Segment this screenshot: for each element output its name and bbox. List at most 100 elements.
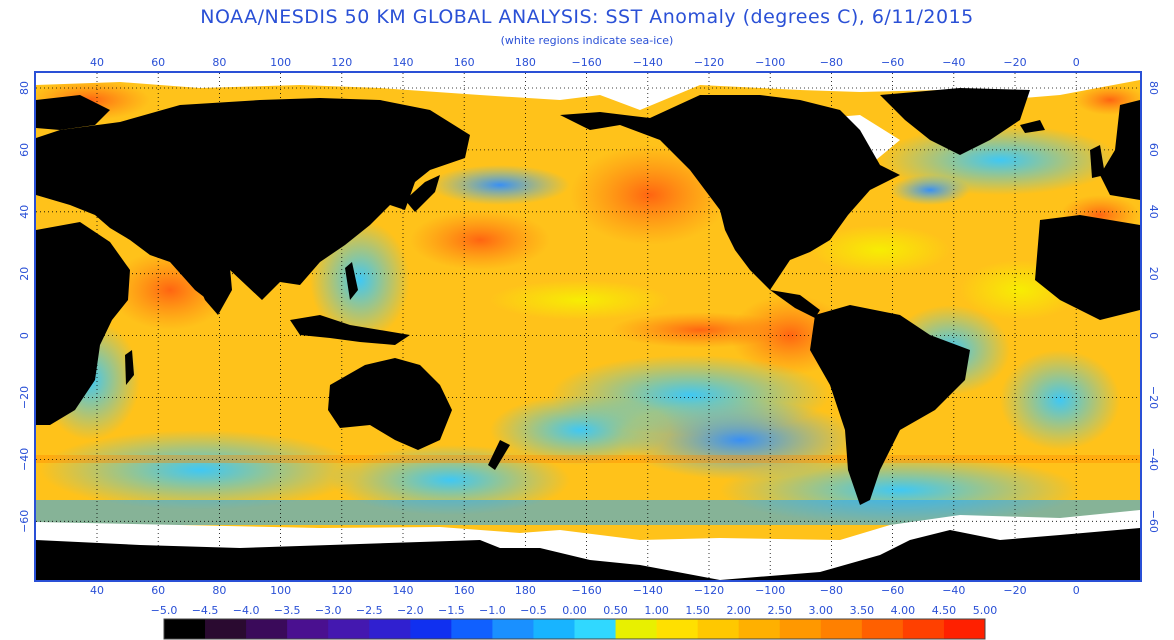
lat-label-right: −40 (1147, 448, 1160, 471)
lon-label-top: 0 (1073, 56, 1080, 69)
south-america-land (810, 305, 970, 505)
longitude-labels-top: 40 60 80 100 120 140 160 180 −160 −140 −120 −100 −80… (90, 56, 1080, 69)
lon-label-top: −120 (694, 56, 724, 69)
colorbar-tick-label: 0.00 (562, 604, 587, 617)
lon-label-top: −40 (942, 56, 965, 69)
lon-label-top: 160 (454, 56, 475, 69)
lat-label-right: 20 (1147, 267, 1160, 281)
lon-label-top: −160 (571, 56, 601, 69)
lon-label-bottom: −100 (755, 584, 785, 597)
madagascar-land (125, 350, 134, 385)
lon-label-bottom: 0 (1073, 584, 1080, 597)
colorbar-swatch (410, 619, 452, 639)
eurasia-land (36, 98, 470, 300)
lon-label-top: −100 (755, 56, 785, 69)
colorbar-swatch (615, 619, 658, 639)
lon-label-bottom: 60 (151, 584, 165, 597)
colorbar-tick-label: 2.50 (768, 604, 793, 617)
colorbar-swatch (574, 619, 617, 639)
graticule (36, 73, 1140, 580)
japan-land (405, 175, 440, 212)
lat-label-right: 60 (1147, 143, 1160, 157)
india-land (190, 265, 232, 315)
arctic-sea-ice (36, 73, 1140, 110)
uk-land (1090, 145, 1105, 178)
map-frame (34, 71, 1142, 582)
africa-land (36, 222, 130, 425)
colorbar-tick-label: 2.00 (726, 604, 751, 617)
colorbar-swatch (779, 619, 822, 639)
lon-label-top: 80 (212, 56, 226, 69)
lon-label-bottom: −80 (820, 584, 843, 597)
colorbar-tick-label: 0.50 (603, 604, 628, 617)
colorbar-swatch (205, 619, 247, 639)
lon-label-bottom: −20 (1003, 584, 1026, 597)
colorbar-border (163, 618, 986, 640)
greenland-land (880, 88, 1030, 155)
colorbar-tick-label: 4.00 (891, 604, 916, 617)
colorbar-swatch (328, 619, 370, 639)
lon-label-bottom: 140 (393, 584, 414, 597)
latitude-labels-left: 80 60 40 20 0 −20 −40 −60 (18, 81, 31, 533)
lat-label-left: 20 (18, 267, 31, 281)
lat-label-left: −60 (18, 510, 31, 533)
lon-label-top: 40 (90, 56, 104, 69)
landmasses (36, 88, 1140, 505)
lat-label-left: −40 (18, 448, 31, 471)
lon-label-bottom: −40 (942, 584, 965, 597)
colorbar-swatch (697, 619, 740, 639)
colorbar-tick-label: −1.0 (479, 604, 506, 617)
colorbar-swatch (164, 619, 206, 639)
colorbar-swatch (902, 619, 945, 639)
colorbar-swatch (492, 619, 534, 639)
lon-label-top: −20 (1003, 56, 1026, 69)
lon-label-bottom: 160 (454, 584, 475, 597)
colorbar-tick-label: 5.00 (973, 604, 998, 617)
colorbar-swatch (943, 619, 986, 639)
map-subtitle: (white regions indicate sea-ice) (500, 34, 674, 47)
antarctica-land (36, 528, 1140, 580)
colorbar-labels: −5.0 −4.5 −4.0 −3.5 −3.0 −2.5 −2.0 −1.5 −1.0 −0.5… (151, 604, 998, 617)
central-america-land (770, 290, 820, 318)
colorbar-tick-label: 4.50 (932, 604, 957, 617)
new-zealand-land (488, 440, 510, 470)
colorbar-tick-label: −1.5 (438, 604, 465, 617)
colorbar-tick-label: −3.5 (274, 604, 301, 617)
lon-label-top: −80 (820, 56, 843, 69)
lon-label-bottom: 100 (270, 584, 291, 597)
lat-label-right: −60 (1147, 510, 1160, 533)
lon-label-bottom: −160 (571, 584, 601, 597)
colorbar-tick-label: −2.0 (397, 604, 424, 617)
australia-land (328, 358, 452, 450)
colorbar-tick-label: 3.00 (809, 604, 834, 617)
lat-label-right: −20 (1147, 386, 1160, 409)
colorbar-swatch (246, 619, 288, 639)
colorbar-tick-label: 1.00 (644, 604, 669, 617)
scandinavia-land (36, 95, 110, 130)
colorbar-tick-label: 3.50 (850, 604, 875, 617)
colorbar (163, 618, 986, 640)
north-america-land (560, 95, 900, 290)
colorbar-tick-label: −3.0 (315, 604, 342, 617)
lon-label-top: 140 (393, 56, 414, 69)
map-title: NOAA/NESDIS 50 KM GLOBAL ANALYSIS: SST A… (200, 6, 974, 28)
lon-label-top: 100 (270, 56, 291, 69)
lon-label-top: −140 (633, 56, 663, 69)
map-area (36, 73, 1140, 580)
colorbar-swatch (533, 619, 575, 639)
iceland-land (1020, 120, 1045, 133)
colorbar-swatch (369, 619, 411, 639)
lon-label-top: 60 (151, 56, 165, 69)
lat-label-right: 0 (1147, 332, 1160, 339)
lat-label-left: −20 (18, 386, 31, 409)
lat-label-left: 80 (18, 81, 31, 95)
lon-label-bottom: 180 (515, 584, 536, 597)
lat-label-left: 0 (18, 332, 31, 339)
lon-label-bottom: 40 (90, 584, 104, 597)
colorbar-swatch (738, 619, 781, 639)
lon-label-bottom: −140 (633, 584, 663, 597)
colorbar-tick-label: −0.5 (520, 604, 547, 617)
lat-label-left: 40 (18, 205, 31, 219)
philippines-land (345, 262, 358, 300)
